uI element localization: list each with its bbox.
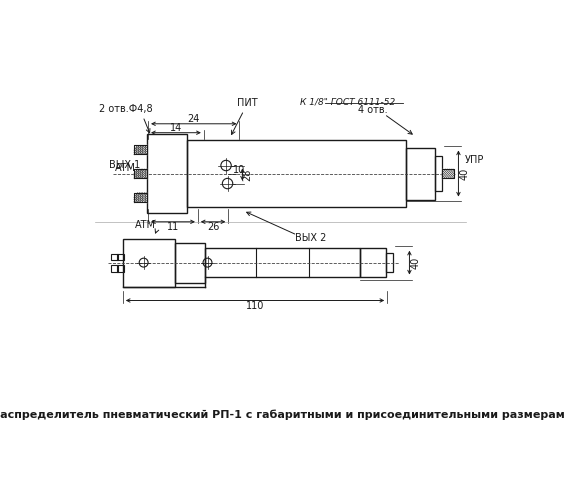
Bar	[117, 265, 124, 272]
Bar	[188, 140, 406, 207]
Text: ПИТ: ПИТ	[237, 98, 257, 108]
Bar	[147, 134, 188, 213]
Text: Распределитель пневматический РП-1 с габаритными и присоединительными размерами: Распределитель пневматический РП-1 с габ…	[0, 410, 565, 420]
Text: 28: 28	[242, 168, 253, 180]
Text: АТМ: АТМ	[115, 162, 136, 172]
Text: 11: 11	[167, 222, 179, 232]
Polygon shape	[134, 169, 147, 178]
Text: ВЫХ 1: ВЫХ 1	[110, 160, 141, 170]
Bar	[175, 242, 205, 284]
Bar	[406, 148, 434, 200]
Bar	[386, 253, 393, 272]
Text: 2 отв.Ф4,8: 2 отв.Ф4,8	[99, 104, 153, 114]
Text: 110: 110	[246, 302, 264, 312]
Bar	[360, 248, 386, 278]
Bar	[123, 239, 175, 287]
Polygon shape	[134, 192, 147, 202]
Text: 10: 10	[233, 165, 246, 175]
Text: 40: 40	[459, 168, 470, 179]
Text: 24: 24	[188, 114, 200, 124]
Polygon shape	[134, 146, 147, 154]
Text: 26: 26	[207, 222, 219, 232]
Text: АТМ: АТМ	[134, 220, 155, 230]
Bar	[117, 254, 124, 260]
Text: 40: 40	[410, 256, 420, 268]
Polygon shape	[442, 169, 454, 178]
Text: ВЫХ 2: ВЫХ 2	[295, 233, 327, 243]
Text: УПР: УПР	[464, 155, 484, 165]
Bar	[205, 248, 360, 278]
Bar	[111, 265, 118, 272]
Text: 14: 14	[170, 123, 182, 133]
Bar	[434, 156, 442, 190]
Text: 4 отв.: 4 отв.	[358, 106, 388, 116]
Bar	[111, 254, 118, 260]
Text: К 1/8" ГОСТ 6111-52: К 1/8" ГОСТ 6111-52	[300, 97, 396, 106]
